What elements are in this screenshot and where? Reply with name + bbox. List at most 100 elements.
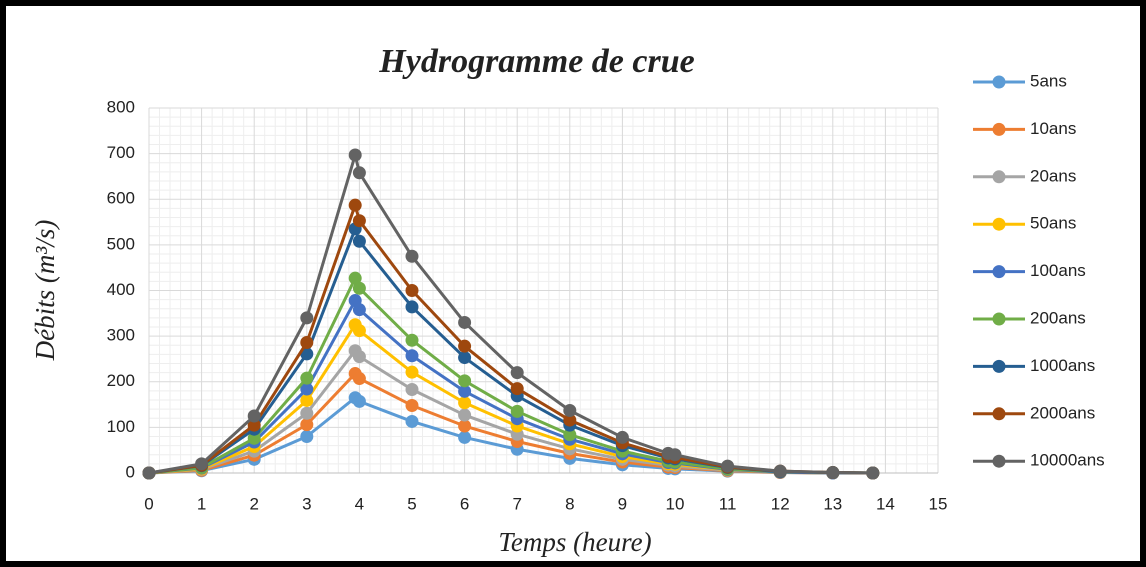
y-tick-label: 700 — [107, 143, 135, 162]
data-point — [615, 430, 629, 444]
x-tick-label: 2 — [249, 494, 258, 513]
data-point — [510, 382, 524, 396]
y-tick-label: 100 — [107, 417, 135, 436]
x-axis-label: Temps (heure) — [498, 527, 651, 557]
x-tick-label: 14 — [876, 494, 895, 513]
legend-label: 2000ans — [1030, 403, 1095, 422]
legend-label: 20ans — [1030, 166, 1076, 185]
data-point — [563, 428, 577, 442]
data-point — [405, 333, 419, 347]
legend-marker — [992, 122, 1006, 136]
data-point — [866, 466, 880, 480]
data-point — [300, 393, 314, 407]
data-point — [668, 448, 682, 462]
x-tick-label: 9 — [618, 494, 627, 513]
data-point — [300, 406, 314, 420]
legend-label: 5ans — [1030, 71, 1067, 90]
data-point — [510, 404, 524, 418]
legend-marker — [992, 217, 1006, 231]
data-point — [352, 372, 366, 386]
y-tick-label: 200 — [107, 371, 135, 390]
y-tick-label: 300 — [107, 326, 135, 345]
data-point — [352, 324, 366, 338]
legend-marker — [992, 407, 1006, 421]
data-point — [300, 430, 314, 443]
data-point — [405, 383, 419, 397]
data-point — [405, 249, 419, 263]
legend-marker — [992, 170, 1006, 184]
data-point — [458, 351, 472, 365]
data-point — [458, 384, 472, 398]
data-point — [300, 371, 314, 385]
data-point — [300, 347, 314, 361]
data-point — [458, 419, 472, 433]
data-point — [458, 374, 472, 388]
data-point — [348, 271, 362, 285]
x-tick-label: 5 — [407, 494, 416, 513]
data-point — [348, 148, 362, 162]
data-point — [563, 403, 577, 417]
legend-marker — [992, 265, 1006, 279]
data-point — [142, 466, 156, 480]
x-tick-label: 12 — [771, 494, 790, 513]
legend-label: 10ans — [1030, 119, 1076, 138]
y-axis-label: Débits (m³/s) — [30, 220, 60, 362]
data-point — [348, 198, 362, 212]
data-point — [352, 394, 366, 408]
data-point — [405, 414, 419, 428]
data-point — [247, 409, 261, 423]
legend-marker — [992, 312, 1006, 326]
legend-label: 200ans — [1030, 308, 1086, 327]
data-point — [300, 418, 314, 432]
data-point — [773, 464, 787, 478]
data-point — [405, 284, 419, 297]
y-tick-label: 800 — [107, 97, 135, 116]
x-tick-label: 7 — [512, 494, 521, 513]
legend-label: 1000ans — [1030, 356, 1095, 375]
x-tick-label: 10 — [666, 494, 685, 513]
legend-label: 100ans — [1030, 261, 1086, 280]
data-point — [458, 408, 472, 422]
x-tick-label: 0 — [144, 494, 153, 513]
data-point — [405, 349, 419, 363]
legend-marker — [992, 359, 1006, 373]
y-tick-label: 0 — [126, 462, 135, 481]
data-point — [458, 339, 472, 353]
chart-title: Hydrogramme de crue — [378, 43, 694, 80]
x-tick-label: 8 — [565, 494, 574, 513]
data-point — [405, 365, 419, 379]
legend-label: 50ans — [1030, 214, 1076, 233]
data-point — [563, 413, 577, 427]
data-point — [721, 459, 735, 473]
data-point — [247, 418, 261, 432]
x-tick-label: 15 — [929, 494, 948, 513]
x-tick-label: 3 — [302, 494, 311, 513]
legend-label: 10000ans — [1030, 451, 1105, 470]
data-point — [458, 430, 472, 444]
y-tick-label: 600 — [107, 189, 135, 208]
x-tick-label: 13 — [823, 494, 842, 513]
legend-marker — [992, 75, 1006, 89]
data-point — [300, 382, 314, 396]
y-tick-label: 500 — [107, 234, 135, 253]
data-point — [352, 166, 366, 180]
data-point — [195, 457, 209, 471]
data-point — [826, 466, 840, 480]
x-tick-label: 6 — [460, 494, 469, 513]
data-point — [352, 281, 366, 295]
data-point — [300, 336, 314, 350]
legend-marker — [992, 454, 1006, 468]
data-point — [300, 311, 314, 325]
data-point — [510, 366, 524, 380]
data-point — [405, 300, 419, 314]
y-tick-label: 400 — [107, 280, 135, 299]
data-point — [352, 234, 366, 248]
data-point — [352, 303, 366, 317]
x-tick-label: 4 — [355, 494, 364, 513]
data-point — [405, 398, 419, 412]
x-tick-label: 1 — [197, 494, 206, 513]
x-tick-label: 11 — [719, 494, 737, 513]
data-point — [352, 350, 366, 364]
